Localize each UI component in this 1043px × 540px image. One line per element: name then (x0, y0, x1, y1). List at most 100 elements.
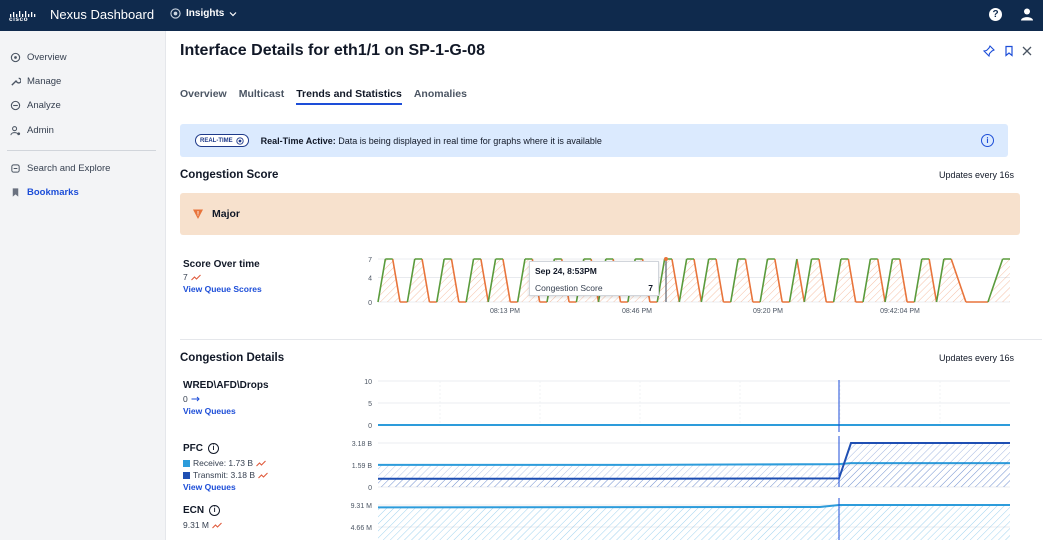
admin-icon (10, 126, 21, 136)
app-title[interactable]: Nexus Dashboard (50, 7, 155, 22)
y-tick-label: 10 (364, 379, 372, 386)
context-switcher[interactable]: Insights (170, 8, 237, 19)
search-explore-icon (11, 164, 20, 173)
info-icon[interactable]: i (981, 134, 994, 147)
ecn-title-text: ECN (183, 505, 205, 516)
pfc-info-icon[interactable]: i (208, 443, 219, 454)
insights-icon (170, 8, 181, 19)
pfc-transmit-text: Transmit: 3.18 B (193, 470, 256, 480)
tooltip-date: Sep 24, 8:53PM (535, 266, 597, 276)
tab-trends-and-statistics[interactable]: Trends and Statistics (296, 88, 402, 105)
sidebar: Overview Manage Analyze Admin Search and… (0, 31, 166, 540)
wred-value: 0 (183, 394, 200, 404)
realtime-message: Real-Time Active: Data is being displaye… (261, 136, 602, 146)
ecn-info-icon[interactable]: i (209, 505, 221, 516)
score-over-time-title: Score Over time (183, 259, 260, 270)
top-bar: cisco Nexus Dashboard Insights ? (0, 0, 1043, 31)
context-label: Insights (186, 8, 225, 19)
transmit-legend-swatch (183, 471, 190, 479)
congestion-score-updates: Updates every 16s (938, 170, 1014, 180)
ecn-value-text: 9.31 M (183, 520, 209, 530)
analyze-icon (10, 100, 21, 111)
realtime-icon (236, 136, 244, 145)
tab-anomalies[interactable]: Anomalies (413, 88, 467, 100)
congestion-score-title: Congestion Score (180, 169, 279, 181)
y-tick-label: 4.66 M (351, 525, 373, 532)
sidebar-item-label: Analyze (27, 100, 61, 111)
sidebar-item-analyze[interactable]: Analyze (10, 100, 61, 111)
wred-view-queues-link[interactable]: View Queues (183, 406, 236, 416)
y-tick-label: 4 (368, 275, 372, 282)
pfc-title-text: PFC (183, 443, 203, 454)
page-title: Interface Details for eth1/1 on SP-1-G-0… (180, 42, 485, 59)
congestion-details-title: Congestion Details (180, 352, 285, 364)
pfc-receive-text: Receive: 1.73 B (193, 458, 254, 468)
warning-symbol: ! (197, 212, 199, 218)
sidebar-item-label: Search and Explore (27, 163, 111, 174)
realtime-toggle[interactable]: REAL-TIME (195, 134, 249, 147)
wred-chart[interactable]: 0 5 10 (340, 372, 1030, 432)
close-icon[interactable] (1021, 45, 1033, 57)
chart-tooltip: Sep 24, 8:53PM Congestion Score 7 (529, 261, 659, 296)
sidebar-item-overview[interactable]: Overview (10, 52, 67, 63)
wred-title: WRED\AFD\Drops (183, 380, 269, 391)
sidebar-item-label: Bookmarks (27, 187, 79, 198)
score-line-rising (377, 258, 1010, 303)
overview-icon (10, 52, 21, 63)
sidebar-item-search-explore[interactable]: Search and Explore (10, 163, 110, 174)
ecn-title: ECN i (183, 505, 221, 516)
score-value-text: 7 (183, 272, 188, 282)
sidebar-item-label: Admin (27, 125, 54, 136)
receive-legend-swatch (183, 459, 190, 467)
bookmark-icon (12, 188, 19, 197)
chevron-down-icon (229, 11, 237, 16)
y-tick-label: 0 (368, 423, 372, 430)
tooltip-row: Congestion Score 7 (535, 283, 653, 293)
ecn-line (377, 504, 1010, 509)
score-over-time-chart[interactable]: 0 4 7 08:13 PM 08:46 PM 09:20 PM 09:42:04 PM (340, 250, 1030, 320)
trend-up-icon (212, 522, 222, 528)
sidebar-item-admin[interactable]: Admin (10, 125, 54, 136)
severity-label: Major (212, 208, 241, 220)
y-tick-label: 5 (368, 401, 372, 408)
brand-text: cisco (9, 16, 29, 23)
pfc-view-queues-link[interactable]: View Queues (183, 482, 236, 492)
realtime-banner: REAL-TIME Real-Time Active: Data is bein… (180, 124, 1008, 157)
tab-multicast[interactable]: Multicast (238, 88, 285, 100)
severity-card: ! Major (180, 193, 1020, 235)
realtime-text: Data is being displayed in real time for… (338, 135, 602, 146)
help-icon[interactable]: ? (989, 8, 1002, 21)
ecn-chart[interactable]: 4.66 M 9.31 M (340, 498, 1030, 540)
bookmark-page-icon[interactable] (1003, 45, 1015, 57)
score-value: 7 (183, 272, 201, 282)
ecn-value: 9.31 M (183, 520, 222, 530)
trend-up-icon (256, 460, 266, 466)
wred-value-text: 0 (183, 394, 188, 404)
user-icon[interactable] (1020, 7, 1034, 21)
transmit-area (378, 443, 1010, 487)
trend-flat-icon (191, 396, 200, 402)
pfc-receive: Receive: 1.73 B (183, 458, 266, 468)
warning-icon: ! (193, 209, 203, 219)
pfc-chart[interactable]: 0 1.59 B 3.18 B (340, 436, 1030, 492)
ecn-area (378, 505, 1010, 540)
sidebar-item-label: Manage (27, 76, 62, 87)
tab-overview[interactable]: Overview (180, 88, 227, 100)
section-divider (180, 339, 1042, 340)
view-queue-scores-link[interactable]: View Queue Scores (183, 284, 262, 294)
wrench-icon (11, 77, 21, 86)
tooltip-value: 7 (648, 283, 653, 293)
pin-icon[interactable] (983, 45, 995, 57)
sidebar-divider (7, 150, 156, 151)
cursor-point (664, 257, 668, 261)
congestion-details-updates: Updates every 16s (938, 353, 1014, 363)
y-tick-label: 0 (368, 485, 372, 492)
pfc-title: PFC i (183, 443, 219, 454)
y-tick-label: 9.31 M (351, 503, 373, 510)
cisco-logo-icon[interactable] (9, 6, 38, 24)
y-tick-label: 1.59 B (352, 463, 373, 470)
sidebar-item-bookmarks[interactable]: Bookmarks (10, 187, 79, 198)
sidebar-item-manage[interactable]: Manage (10, 76, 61, 87)
x-tick-label: 09:20 PM (753, 308, 783, 315)
y-tick-label: 7 (368, 257, 372, 264)
